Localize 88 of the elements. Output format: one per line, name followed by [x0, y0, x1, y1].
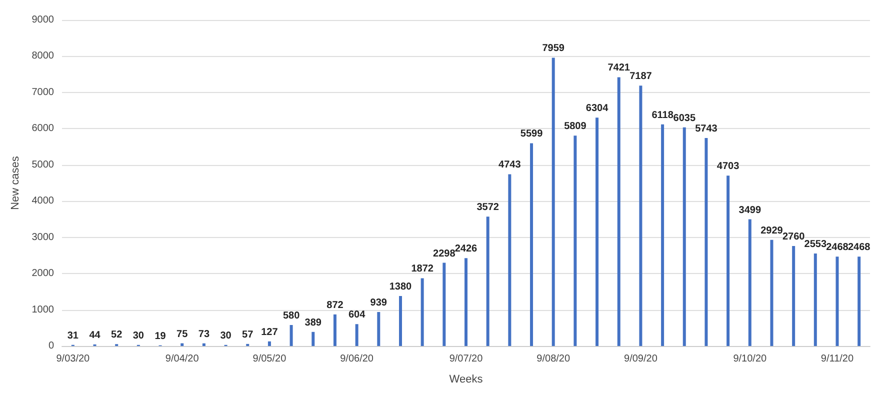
data-label: 19 [154, 330, 166, 342]
bar [312, 332, 315, 346]
bar [377, 312, 380, 346]
x-tick-label: 9/04/20 [165, 354, 200, 364]
bar [726, 176, 730, 346]
data-label: 30 [220, 330, 232, 342]
data-label: 6118 [652, 110, 674, 121]
data-label: 44 [89, 330, 101, 341]
data-label: 2553 [804, 239, 827, 250]
y-tick-label: 7000 [32, 86, 54, 98]
bar [290, 324, 293, 346]
bar [552, 58, 555, 346]
bar [420, 278, 424, 346]
data-label: 5743 [695, 123, 718, 134]
x-tick-label: 9/03/20 [56, 354, 90, 364]
y-tick-label: 0 [48, 340, 54, 352]
data-label: 31 [67, 330, 79, 342]
y-tick-label: 3000 [32, 232, 54, 243]
data-label: 2426 [454, 244, 478, 255]
data-label: 6035 [673, 112, 696, 124]
data-label: 389 [304, 317, 322, 328]
bar [574, 136, 577, 346]
data-label: 52 [111, 330, 123, 341]
data-label: 75 [176, 328, 188, 340]
data-label: 872 [326, 300, 344, 311]
y-tick-label: 8000 [32, 50, 54, 62]
data-label: 5599 [520, 128, 544, 140]
data-label: 5809 [564, 121, 587, 132]
bar [858, 256, 861, 346]
data-label: 127 [261, 326, 278, 338]
bar [398, 296, 402, 346]
x-tick-label: 9/06/20 [340, 354, 374, 364]
bar [442, 262, 446, 346]
y-tick-label: 5000 [32, 159, 54, 170]
x-axis-title: Weeks [449, 374, 484, 386]
data-label: 4703 [716, 161, 740, 172]
data-label: 3499 [738, 204, 762, 216]
x-tick-label: 9/11/20 [820, 354, 854, 364]
y-axis-title: New cases [9, 156, 22, 210]
bar [596, 118, 599, 346]
data-label: 6304 [586, 103, 609, 114]
x-tick-label: 9/05/20 [252, 354, 287, 364]
bar [639, 86, 642, 346]
data-label: 1872 [411, 264, 434, 275]
x-tick-label: 9/09/20 [624, 354, 658, 364]
bar [202, 343, 206, 346]
y-tick-label: 2000 [32, 268, 54, 280]
y-tick-label: 6000 [32, 123, 54, 134]
bar [530, 143, 534, 346]
bar [704, 138, 708, 346]
data-label: 2468 [826, 242, 849, 254]
bar [333, 314, 336, 346]
data-label: 2468 [848, 242, 871, 254]
x-tick-label: 9/07/20 [449, 354, 484, 364]
data-label: 1380 [389, 282, 412, 293]
data-label: 4743 [498, 160, 522, 171]
y-tick-label: 4000 [32, 196, 54, 207]
bar [682, 127, 686, 346]
bar [508, 174, 512, 346]
data-label: 604 [348, 310, 366, 321]
bar [770, 240, 774, 346]
data-label: 2929 [760, 225, 784, 236]
data-label: 2298 [433, 248, 456, 260]
bar [792, 246, 796, 346]
x-tick-label: 9/08/20 [536, 354, 570, 364]
bar [836, 256, 839, 346]
y-tick-label: 1000 [32, 304, 54, 316]
data-label: 3572 [476, 202, 500, 214]
bar [180, 343, 184, 346]
bar [661, 124, 664, 346]
data-label: 7959 [542, 43, 565, 54]
data-label: 30 [132, 330, 144, 342]
data-label: 7421 [608, 62, 630, 74]
data-label: 73 [198, 328, 210, 340]
bar [617, 77, 620, 346]
bar [814, 254, 817, 346]
bar [748, 219, 752, 346]
bar [486, 216, 490, 346]
bar [268, 341, 271, 346]
x-tick-label: 9/10/20 [733, 354, 768, 364]
bar [355, 324, 358, 346]
data-label: 939 [370, 297, 388, 308]
data-label: 7187 [630, 71, 652, 82]
data-label: 580 [282, 310, 300, 322]
data-label: 57 [242, 329, 254, 340]
data-label: 2760 [782, 232, 806, 243]
bar [464, 258, 468, 346]
y-tick-label: 9000 [32, 14, 54, 26]
